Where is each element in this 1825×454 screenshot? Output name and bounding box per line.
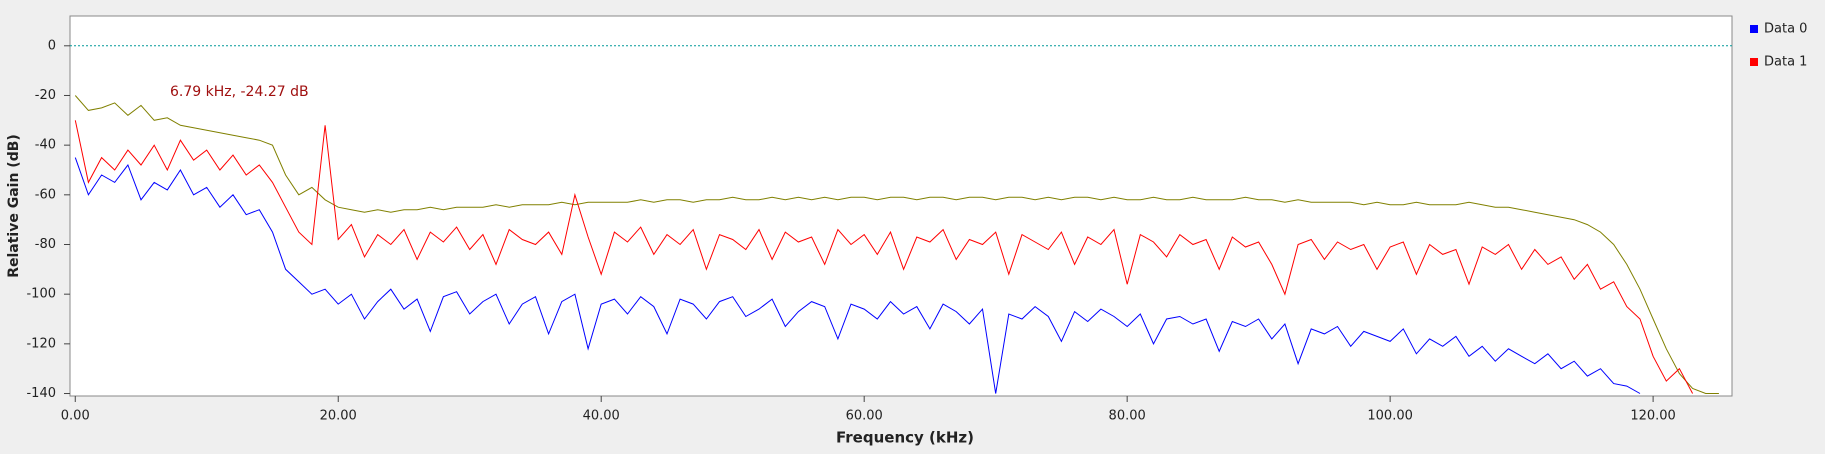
series-line xyxy=(74,95,1719,394)
x-tick-label: 120.00 xyxy=(1630,409,1676,424)
y-tick-label: -20 xyxy=(35,88,56,103)
plot-area xyxy=(69,15,1733,397)
series-line xyxy=(74,157,1641,394)
series-line xyxy=(74,120,1694,394)
y-tick-label: 0 xyxy=(48,38,56,53)
x-tick-label: 0.00 xyxy=(61,409,90,424)
legend-label: Data 0 xyxy=(1764,22,1807,37)
x-tick-label: 60.00 xyxy=(846,409,883,424)
y-tick-label: -120 xyxy=(26,336,56,351)
y-axis-label: Relative Gain (dB) xyxy=(6,134,22,278)
legend-swatch xyxy=(1750,58,1758,66)
x-tick-label: 20.00 xyxy=(320,409,357,424)
annotation: 6.79 kHz, -24.27 dB xyxy=(170,84,309,100)
y-tick-label: -100 xyxy=(26,287,56,302)
y-tick-label: -60 xyxy=(35,187,56,202)
legend-swatch xyxy=(1750,25,1758,33)
x-tick-label: 40.00 xyxy=(583,409,620,424)
y-tick-label: -80 xyxy=(35,237,56,252)
legend-label: Data 1 xyxy=(1764,55,1807,70)
x-tick-label: 100.00 xyxy=(1367,409,1413,424)
x-tick-label: 80.00 xyxy=(1109,409,1146,424)
y-tick-label: -40 xyxy=(35,138,56,153)
y-tick-label: -140 xyxy=(26,386,56,401)
x-axis-label: Frequency (kHz) xyxy=(836,429,974,447)
